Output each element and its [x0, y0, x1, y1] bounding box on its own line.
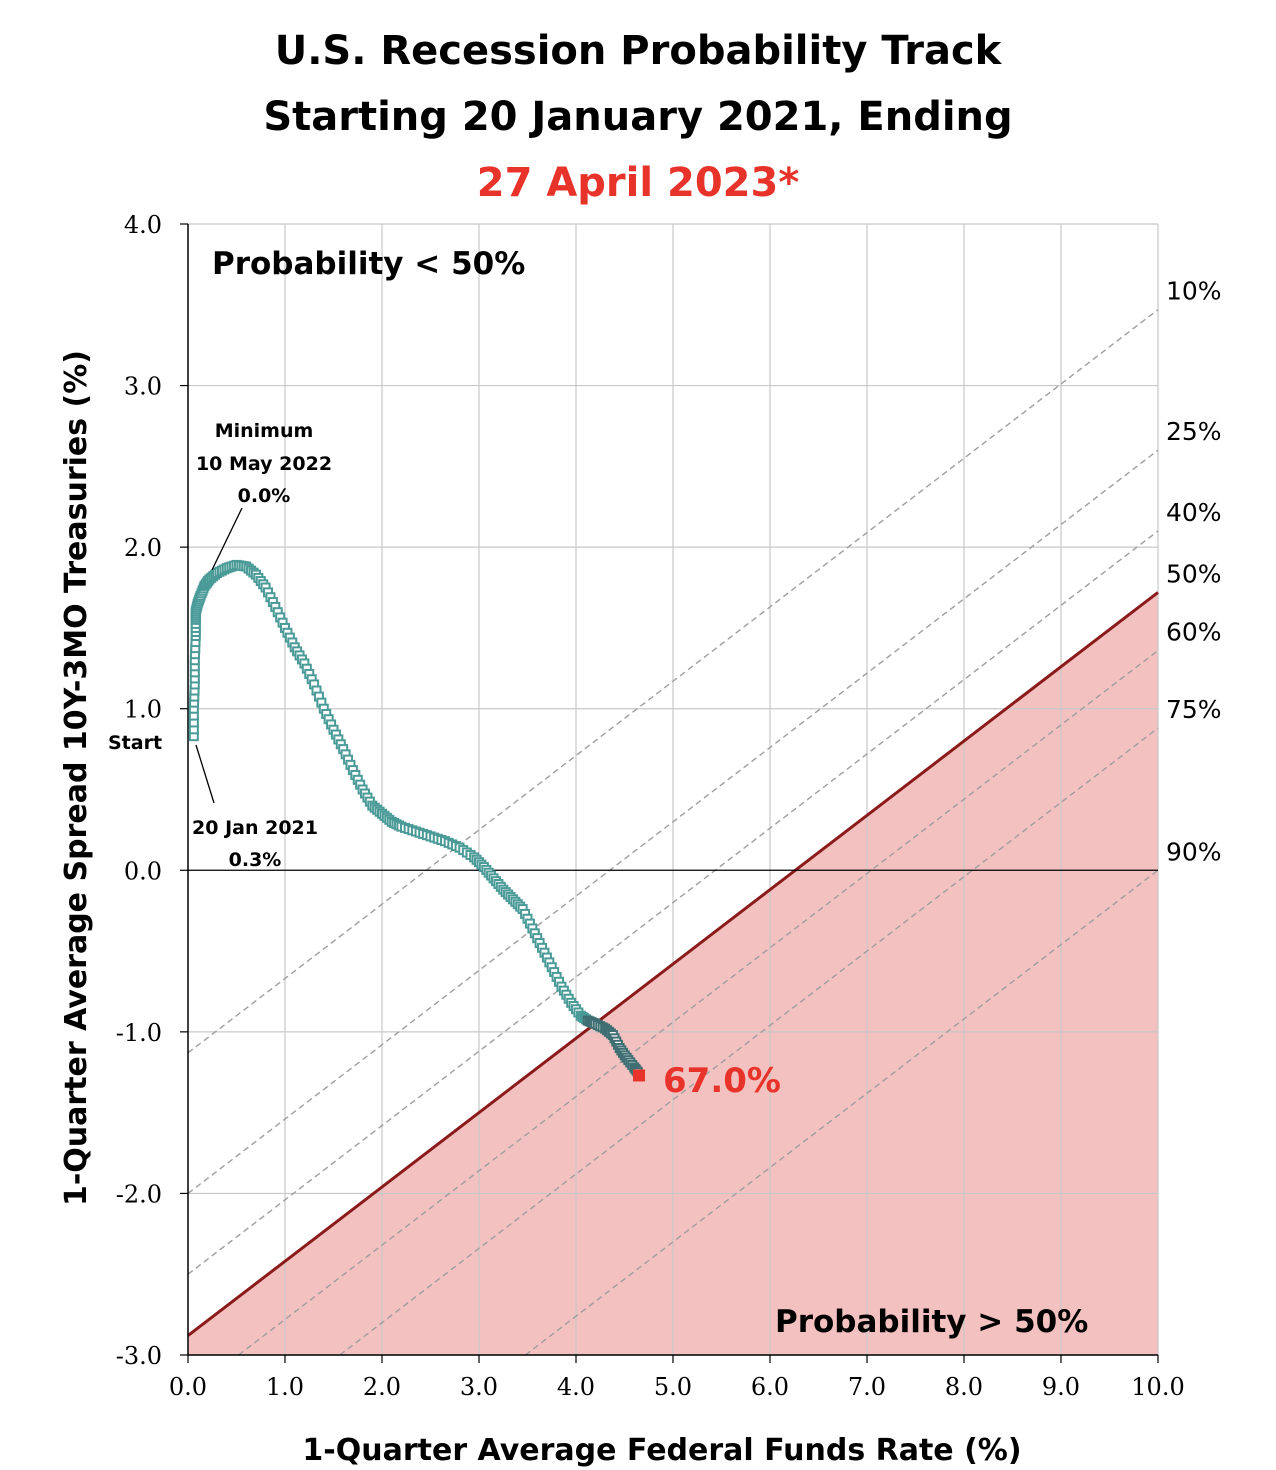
- x-tick-label: 1.0: [266, 1373, 304, 1401]
- start-annotation-pointer: [195, 744, 215, 804]
- x-tick-label: 6.0: [751, 1373, 789, 1401]
- probability-label: 60%: [1166, 618, 1222, 647]
- y-tick-label: -1.0: [116, 1019, 162, 1047]
- start-annotation-label: Start: [108, 732, 162, 754]
- end-point-label: 67.0%: [663, 1061, 781, 1101]
- y-tick-label: 0.0: [124, 857, 162, 885]
- probability-label: 10%: [1166, 277, 1222, 306]
- y-tick-label: -2.0: [116, 1180, 162, 1208]
- start-annotation-value: 0.3%: [229, 849, 282, 871]
- threshold-line-50pct: [187, 591, 1159, 1337]
- chart-title: U.S. Recession Probability Track: [274, 28, 1002, 74]
- minimum-annotation-pointer: [211, 507, 243, 571]
- probability-label: 75%: [1166, 695, 1222, 724]
- x-tick-label: 0.0: [169, 1373, 207, 1401]
- x-tick-label: 2.0: [363, 1373, 401, 1401]
- region-label-low: Probability < 50%: [212, 246, 525, 282]
- y-tick-label: 2.0: [124, 534, 162, 562]
- y-tick-label: 4.0: [124, 211, 162, 239]
- x-tick-label: 4.0: [557, 1373, 595, 1401]
- y-tick-label: -3.0: [116, 1342, 162, 1370]
- x-tick-label: 10.0: [1131, 1373, 1184, 1401]
- probability-label: 25%: [1166, 417, 1222, 446]
- x-tick-label: 7.0: [848, 1373, 886, 1401]
- y-tick-label: 3.0: [124, 373, 162, 401]
- x-tick-label: 8.0: [945, 1373, 983, 1401]
- probability-label: 50%: [1166, 559, 1222, 588]
- probability-label: 90%: [1166, 837, 1222, 866]
- chart-subtitle: Starting 20 January 2021, Ending: [263, 94, 1013, 140]
- probability-line: [339, 727, 1159, 1356]
- x-tick-label: 9.0: [1042, 1373, 1080, 1401]
- y-axis-title: 1-Quarter Average Spread 10Y-3MO Treasur…: [59, 350, 94, 1206]
- y-tick-label: 1.0: [124, 696, 162, 724]
- probability-line: [238, 649, 1159, 1356]
- probability-line: [524, 869, 1159, 1356]
- probability-line: [187, 449, 1159, 1194]
- x-tick-label: 3.0: [460, 1373, 498, 1401]
- probability-line: [187, 530, 1159, 1275]
- minimum-annotation-value: 0.0%: [238, 485, 291, 507]
- minimum-annotation-date: 10 May 2022: [196, 453, 332, 475]
- region-label-high: Probability > 50%: [775, 1304, 1088, 1340]
- chart-end-date: 27 April 2023*: [476, 160, 800, 206]
- probability-label: 40%: [1166, 498, 1222, 527]
- start-annotation-date: 20 Jan 2021: [192, 817, 318, 839]
- x-axis-title: 1-Quarter Average Federal Funds Rate (%): [302, 1433, 1021, 1468]
- x-tick-label: 5.0: [654, 1373, 692, 1401]
- minimum-annotation-label: Minimum: [215, 420, 314, 442]
- probability-line: [187, 309, 1159, 1054]
- end-point-marker: [633, 1069, 646, 1082]
